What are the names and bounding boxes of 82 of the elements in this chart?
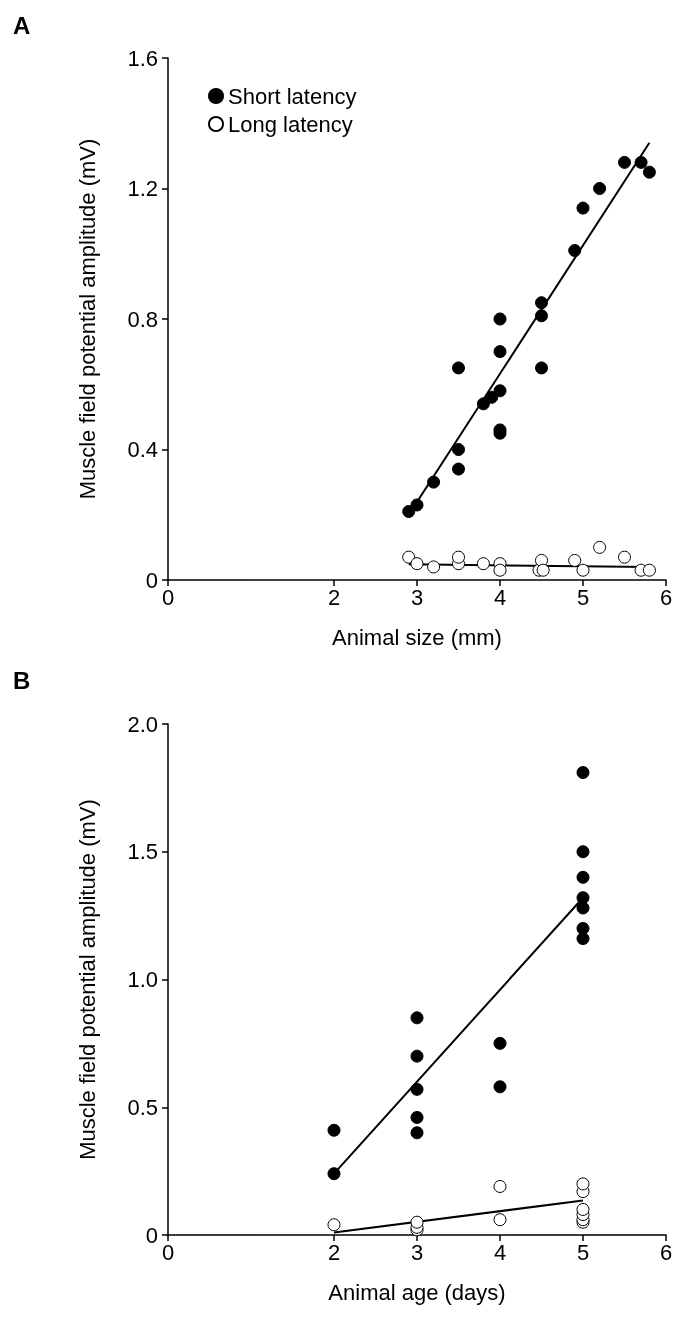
point	[576, 921, 590, 935]
point	[410, 1049, 424, 1063]
point	[427, 475, 441, 489]
point	[593, 540, 607, 554]
point	[410, 1215, 424, 1229]
y-tick-label: 2.0	[127, 711, 158, 737]
x-tick-label: 2	[327, 584, 341, 610]
point	[402, 550, 416, 564]
point	[536, 563, 550, 577]
point	[493, 1213, 507, 1227]
x-tick-label: 0	[161, 1239, 175, 1265]
x-tick-label: 0	[161, 584, 175, 610]
y-tick-label: 0.4	[127, 437, 158, 462]
point	[618, 155, 631, 169]
point	[535, 309, 548, 323]
point	[535, 296, 548, 310]
point	[535, 361, 548, 375]
y-tick-label: 1.0	[127, 967, 158, 992]
point	[576, 563, 590, 577]
point	[493, 1036, 507, 1050]
point	[476, 557, 490, 571]
point	[642, 563, 656, 577]
point	[327, 1167, 341, 1181]
point	[493, 1179, 507, 1193]
x-tick-label: 2	[327, 1239, 341, 1265]
point	[452, 361, 465, 375]
point	[493, 384, 507, 398]
point	[576, 766, 590, 780]
point	[576, 1177, 590, 1191]
legend-label: Short latency	[228, 83, 357, 109]
y-axis-title: Muscle field potential amplitude (mV)	[74, 138, 100, 500]
y-tick-label: 0.8	[127, 306, 158, 332]
point	[410, 1082, 424, 1096]
point	[493, 312, 507, 326]
point	[452, 462, 465, 476]
x-tick-label: 5	[576, 584, 590, 610]
point	[410, 1110, 424, 1124]
point	[493, 1080, 507, 1094]
point	[576, 932, 590, 946]
point	[634, 155, 648, 169]
x-tick-label: 6	[659, 584, 673, 610]
point	[410, 1011, 424, 1025]
y-tick-label: 1.5	[127, 839, 158, 865]
chart-title: B	[13, 666, 31, 694]
x-tick-label: 5	[576, 1239, 590, 1265]
chart-title: A	[13, 11, 31, 39]
point	[576, 891, 590, 905]
point	[452, 443, 465, 456]
y-tick-label: 1.2	[127, 176, 158, 201]
point	[576, 1202, 590, 1216]
y-tick-label: 0	[145, 567, 158, 593]
point	[410, 1126, 424, 1140]
point	[576, 845, 590, 859]
point	[568, 553, 582, 567]
x-tick-label: 3	[410, 1239, 424, 1265]
point	[493, 563, 507, 577]
x-axis-title: Animal size (mm)	[332, 624, 502, 650]
y-tick-label: 0.5	[127, 1094, 158, 1120]
point	[327, 1123, 341, 1137]
point	[476, 397, 490, 411]
y-axis-title: Muscle field potential amplitude (mV)	[74, 799, 100, 1160]
point	[410, 557, 424, 571]
point	[327, 1218, 341, 1232]
x-tick-label: 3	[410, 584, 424, 610]
point	[452, 550, 465, 564]
legend-label: Long latency	[228, 111, 353, 137]
point	[576, 901, 590, 915]
point	[593, 182, 607, 195]
x-tick-label: 4	[493, 1239, 507, 1265]
x-tick-label: 4	[493, 584, 507, 610]
point	[642, 165, 656, 179]
point	[568, 243, 582, 257]
y-tick-label: 1.6	[127, 45, 158, 71]
y-tick-label: 0	[145, 1222, 158, 1248]
point	[427, 560, 441, 574]
point	[576, 201, 590, 215]
point	[410, 498, 424, 512]
point	[576, 870, 590, 884]
x-tick-label: 6	[659, 1239, 673, 1265]
point	[618, 550, 631, 564]
point	[493, 345, 507, 359]
x-axis-title: Animal age (days)	[328, 1279, 506, 1305]
